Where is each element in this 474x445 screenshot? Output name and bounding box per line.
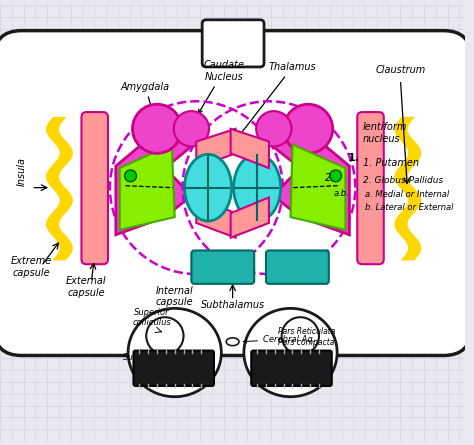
Polygon shape bbox=[196, 198, 236, 238]
Text: b. Lateral or External: b. Lateral or External bbox=[365, 203, 454, 212]
FancyBboxPatch shape bbox=[202, 20, 264, 67]
Text: a. Medial or Internal: a. Medial or Internal bbox=[365, 190, 449, 199]
Ellipse shape bbox=[234, 154, 281, 221]
FancyBboxPatch shape bbox=[0, 31, 471, 356]
Circle shape bbox=[282, 317, 319, 355]
FancyBboxPatch shape bbox=[191, 251, 254, 284]
Text: 2.: 2. bbox=[325, 173, 335, 183]
Ellipse shape bbox=[244, 308, 337, 396]
Circle shape bbox=[133, 104, 182, 154]
FancyBboxPatch shape bbox=[266, 251, 329, 284]
Ellipse shape bbox=[226, 338, 239, 346]
FancyBboxPatch shape bbox=[251, 351, 332, 386]
Polygon shape bbox=[196, 129, 236, 168]
FancyBboxPatch shape bbox=[134, 351, 214, 386]
Text: Extreme
capsule: Extreme capsule bbox=[11, 256, 52, 278]
Text: Subthalamus: Subthalamus bbox=[201, 300, 264, 310]
Circle shape bbox=[174, 111, 209, 146]
Circle shape bbox=[146, 317, 183, 355]
Text: Superior
colliculus: Superior colliculus bbox=[133, 307, 172, 327]
Polygon shape bbox=[273, 132, 349, 235]
Polygon shape bbox=[231, 129, 269, 168]
Text: External
capsule: External capsule bbox=[66, 276, 107, 298]
Text: 1. Putamen: 1. Putamen bbox=[363, 158, 419, 168]
Text: Claustrum: Claustrum bbox=[375, 65, 426, 75]
Text: Thalamus: Thalamus bbox=[210, 62, 316, 173]
Text: 2. Globus Pallidus: 2. Globus Pallidus bbox=[363, 176, 443, 185]
Ellipse shape bbox=[128, 308, 221, 396]
Polygon shape bbox=[291, 145, 346, 230]
Circle shape bbox=[256, 111, 292, 146]
FancyBboxPatch shape bbox=[357, 112, 384, 264]
Circle shape bbox=[330, 170, 342, 182]
Polygon shape bbox=[116, 132, 191, 235]
Polygon shape bbox=[120, 145, 175, 230]
Circle shape bbox=[125, 170, 137, 182]
Text: Pars Reticulata
Pars compacta: Pars Reticulata Pars compacta bbox=[278, 327, 335, 347]
Text: Substantia
nigra: Substantia nigra bbox=[123, 353, 168, 372]
Text: Amygdala: Amygdala bbox=[121, 81, 170, 123]
Text: Caudate
Nucleus: Caudate Nucleus bbox=[199, 60, 244, 113]
Text: Internal
capsule: Internal capsule bbox=[156, 276, 212, 307]
Text: lentiform
nucleus: lentiform nucleus bbox=[363, 122, 408, 144]
FancyBboxPatch shape bbox=[82, 112, 108, 264]
Text: 1.: 1. bbox=[347, 153, 359, 163]
Polygon shape bbox=[231, 198, 269, 238]
Ellipse shape bbox=[184, 154, 232, 221]
Text: Insula: Insula bbox=[17, 157, 27, 186]
Circle shape bbox=[283, 104, 333, 154]
Text: Cerebral Aq.: Cerebral Aq. bbox=[243, 335, 315, 344]
Text: a.b.: a.b. bbox=[334, 189, 349, 198]
